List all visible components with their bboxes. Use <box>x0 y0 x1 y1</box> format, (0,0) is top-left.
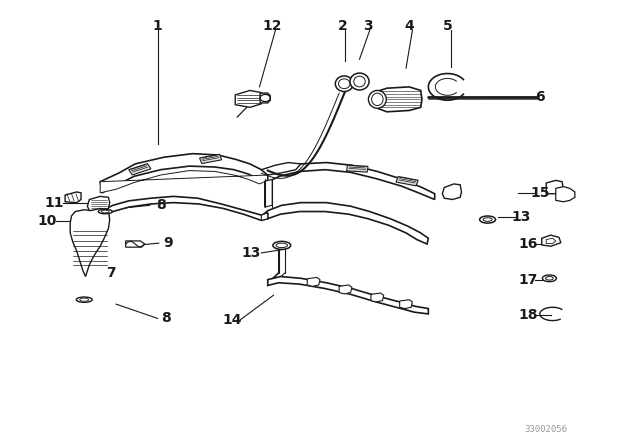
Polygon shape <box>236 90 261 108</box>
Text: 18: 18 <box>518 308 538 322</box>
Polygon shape <box>102 196 268 220</box>
Polygon shape <box>261 163 301 175</box>
Text: 14: 14 <box>222 313 242 327</box>
Ellipse shape <box>339 79 350 89</box>
Ellipse shape <box>545 276 553 280</box>
Polygon shape <box>442 184 461 199</box>
Polygon shape <box>376 87 422 112</box>
Polygon shape <box>262 202 428 244</box>
Polygon shape <box>261 213 268 220</box>
Polygon shape <box>200 154 221 164</box>
Polygon shape <box>556 187 575 202</box>
Polygon shape <box>371 293 384 302</box>
Polygon shape <box>260 93 270 103</box>
Text: 12: 12 <box>262 19 282 33</box>
Polygon shape <box>125 241 145 247</box>
Text: 2: 2 <box>337 19 347 33</box>
Text: 13: 13 <box>511 210 531 224</box>
Polygon shape <box>339 285 352 294</box>
Polygon shape <box>100 171 268 193</box>
Polygon shape <box>70 208 109 276</box>
Polygon shape <box>347 165 368 172</box>
Polygon shape <box>541 235 561 246</box>
Text: 9: 9 <box>164 236 173 250</box>
Ellipse shape <box>99 209 112 214</box>
Text: 8: 8 <box>161 311 171 325</box>
Text: 11: 11 <box>45 196 64 210</box>
Polygon shape <box>129 164 151 175</box>
Polygon shape <box>88 196 109 211</box>
Ellipse shape <box>350 73 369 90</box>
Polygon shape <box>100 154 268 193</box>
Text: 4: 4 <box>404 19 414 33</box>
Polygon shape <box>546 238 556 244</box>
Text: 16: 16 <box>518 237 538 251</box>
Ellipse shape <box>369 90 387 108</box>
Polygon shape <box>396 177 418 186</box>
Ellipse shape <box>276 243 287 248</box>
Ellipse shape <box>273 241 291 250</box>
Ellipse shape <box>479 216 495 223</box>
Text: 15: 15 <box>530 186 550 200</box>
Ellipse shape <box>101 210 109 213</box>
Text: 17: 17 <box>518 273 538 287</box>
Polygon shape <box>268 276 428 314</box>
Text: 3: 3 <box>363 19 372 33</box>
Text: 7: 7 <box>106 266 116 280</box>
Text: 8: 8 <box>156 198 166 212</box>
Polygon shape <box>268 163 435 199</box>
Polygon shape <box>264 180 272 207</box>
Ellipse shape <box>76 297 92 302</box>
Polygon shape <box>546 181 563 194</box>
Polygon shape <box>307 277 320 286</box>
Text: 10: 10 <box>38 214 57 228</box>
Text: 13: 13 <box>241 246 261 260</box>
Ellipse shape <box>354 76 365 87</box>
Text: 33002056: 33002056 <box>525 425 568 434</box>
Text: 5: 5 <box>443 19 452 33</box>
Text: 6: 6 <box>535 90 545 104</box>
Ellipse shape <box>80 298 89 301</box>
Polygon shape <box>399 300 412 309</box>
Text: 1: 1 <box>152 19 163 33</box>
Ellipse shape <box>542 275 556 282</box>
Ellipse shape <box>483 218 492 221</box>
Ellipse shape <box>335 76 353 91</box>
Polygon shape <box>65 192 81 202</box>
